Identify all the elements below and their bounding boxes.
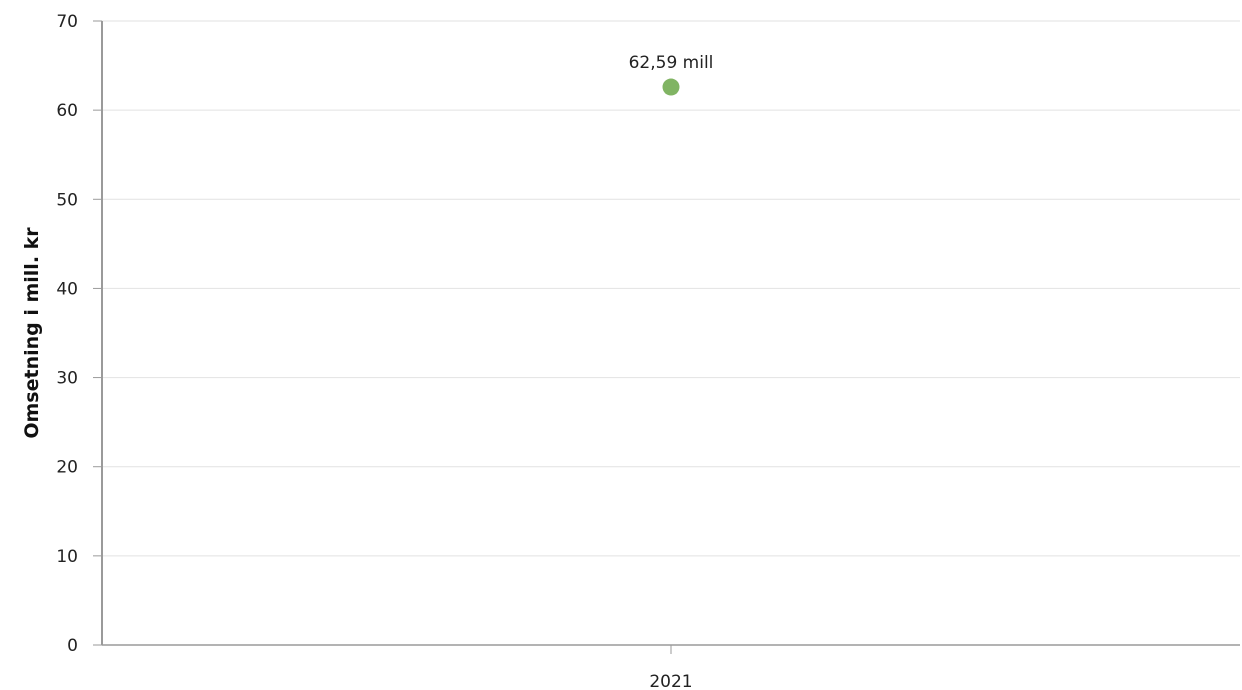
x-tick-label: 2021 [649,672,692,690]
data-label: 62,59 mill [629,53,714,73]
axes [93,20,1240,654]
y-tick-label: 0 [67,636,78,656]
y-tick-label: 30 [56,369,78,389]
data-point [662,78,680,96]
y-tick-label: 10 [56,547,78,567]
tick-labels: 0 10 20 30 40 50 60 70 2021 [56,12,692,690]
y-tick-label: 50 [56,190,78,210]
y-tick-label: 60 [56,101,78,121]
y-tick-label: 40 [56,279,78,299]
y-axis-title: Omsetning i mill. kr [21,227,43,439]
y-tick-label: 70 [56,12,78,32]
data-points: 62,59 mill [629,53,714,96]
gridlines [102,20,1240,557]
y-tick-label: 20 [56,458,78,478]
